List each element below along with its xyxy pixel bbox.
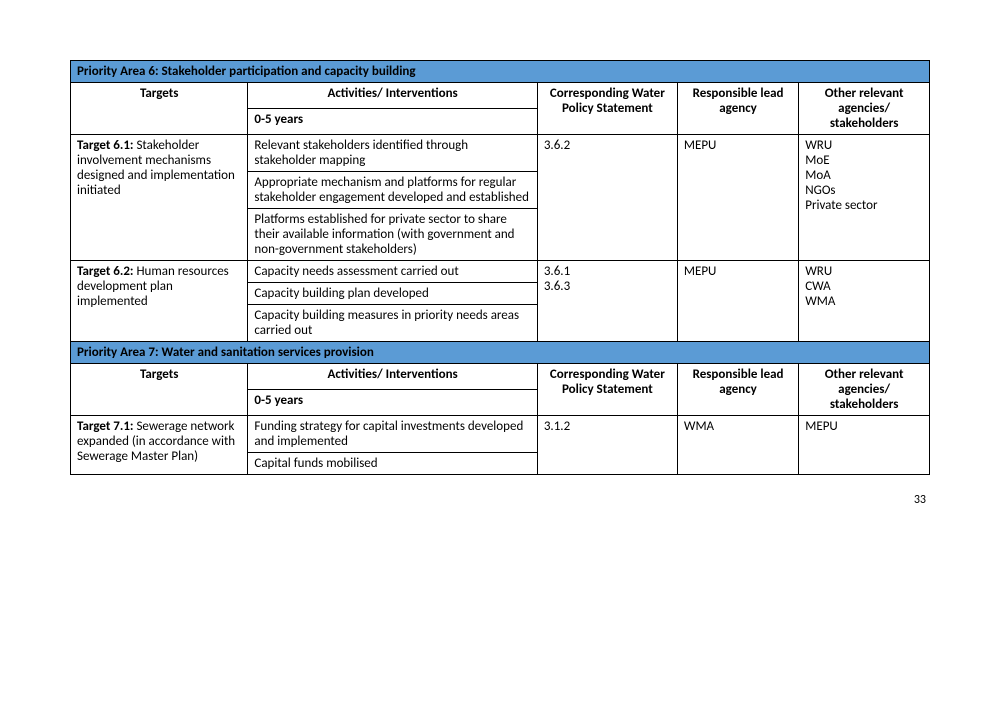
target-6-2-label: Target 6.2:: [77, 264, 134, 279]
other-cell: WRUCWAWMA: [799, 261, 930, 342]
other-cell: WRUMoEMoANGOsPrivate sector: [799, 135, 930, 261]
target-7-1: Target 7.1: Sewerage network expanded (i…: [71, 416, 248, 475]
target-6-2: Target 6.2: Human resources development …: [71, 261, 248, 342]
responsible-cell: MEPU: [677, 135, 798, 261]
activity-cell: Capacity building measures in priority n…: [248, 305, 537, 342]
responsible-cell: MEPU: [677, 261, 798, 342]
col-corresponding: Corresponding Water Policy Statement: [537, 83, 677, 135]
col-activities: Activities/ Interventions: [248, 83, 537, 109]
col-corresponding: Corresponding Water Policy Statement: [537, 364, 677, 416]
activity-cell: Capital funds mobilised: [248, 453, 537, 475]
target-6-1-label: Target 6.1:: [77, 138, 134, 153]
activity-cell: Capacity needs assessment carried out: [248, 261, 537, 283]
activity-cell: Capacity building plan developed: [248, 283, 537, 305]
activity-cell: Funding strategy for capital investments…: [248, 416, 537, 453]
corresponding-cell: 3.6.13.6.3: [537, 261, 677, 342]
corresponding-cell: 3.1.2: [537, 416, 677, 475]
col-responsible: Responsible lead agency: [677, 364, 798, 416]
responsible-cell: WMA: [677, 416, 798, 475]
col-targets: Targets: [71, 364, 248, 416]
activity-cell: Relevant stakeholders identified through…: [248, 135, 537, 172]
col-activities: Activities/ Interventions: [248, 364, 537, 390]
priority-table: Priority Area 6: Stakeholder participati…: [70, 60, 930, 475]
page-number: 33: [70, 493, 930, 507]
target-7-1-label: Target 7.1:: [77, 419, 134, 434]
activity-cell: Platforms established for private sector…: [248, 209, 537, 261]
col-period: 0-5 years: [248, 109, 537, 135]
target-6-1: Target 6.1: Stakeholder involvement mech…: [71, 135, 248, 261]
other-cell: MEPU: [799, 416, 930, 475]
col-other: Other relevant agencies/ stakeholders: [799, 364, 930, 416]
col-other: Other relevant agencies/ stakeholders: [799, 83, 930, 135]
priority7-title: Priority Area 7: Water and sanitation se…: [71, 342, 930, 364]
col-targets: Targets: [71, 83, 248, 135]
col-responsible: Responsible lead agency: [677, 83, 798, 135]
col-period: 0-5 years: [248, 390, 537, 416]
activity-cell: Appropriate mechanism and platforms for …: [248, 172, 537, 209]
priority6-title: Priority Area 6: Stakeholder participati…: [71, 61, 930, 83]
corresponding-cell: 3.6.2: [537, 135, 677, 261]
